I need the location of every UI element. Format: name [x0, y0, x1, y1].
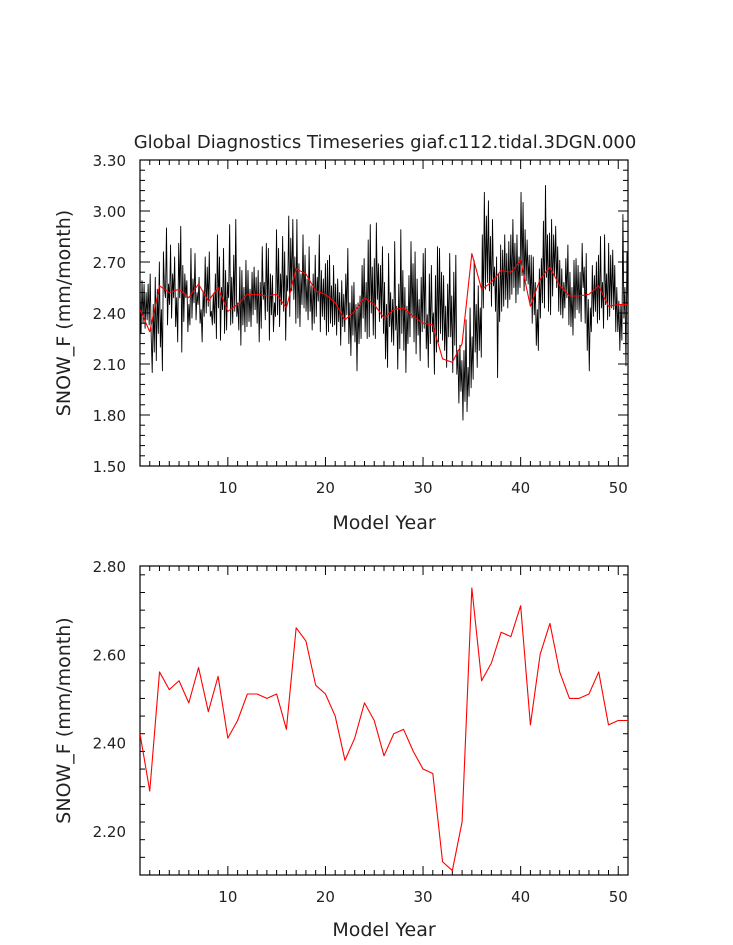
y-tick-label: 2.40 — [93, 735, 126, 753]
x-tick-label: 30 — [413, 888, 432, 906]
y-tick-label: 3.30 — [93, 152, 126, 170]
x-tick-label: 10 — [218, 479, 237, 497]
top-chart: 10 20 30 40 50 1.50 1.80 2.10 2.40 2.70 3.00 3.30 Mo… — [53, 152, 629, 534]
x-tick-label: 50 — [609, 479, 628, 497]
x-tick-label: 20 — [316, 479, 335, 497]
y-tick-label: 1.80 — [93, 407, 126, 425]
x-tick-label: 30 — [413, 479, 432, 497]
y-tick-label: 2.70 — [93, 254, 126, 272]
plot-frame — [139, 565, 629, 876]
series-line-annual-mean — [140, 587, 628, 872]
y-tick-label: 2.20 — [93, 823, 126, 841]
x-axis-label: Model Year — [332, 919, 436, 941]
y-tick-label: 3.00 — [93, 203, 126, 221]
y-axis-label: SNOW_F (mm/month) — [53, 210, 75, 416]
y-tick-label: 1.50 — [93, 458, 126, 476]
x-axis-label: Model Year — [332, 512, 436, 534]
x-tick-label: 20 — [316, 888, 335, 906]
series-line-annual-mean — [140, 252, 628, 363]
x-tick-label: 40 — [511, 888, 530, 906]
series-line-monthly — [140, 185, 628, 421]
chart-title: Global Diagnostics Timeseries giaf.c112.… — [134, 132, 637, 153]
x-tick-label: 50 — [609, 888, 628, 906]
x-tick-label: 40 — [511, 479, 530, 497]
bottom-chart: 10 20 30 40 50 2.20 2.40 2.60 2.80 Model Year SNOW… — [53, 558, 629, 941]
y-tick-label: 2.10 — [93, 356, 126, 374]
y-tick-label: 2.60 — [93, 646, 126, 664]
x-tick-label: 10 — [218, 888, 237, 906]
y-axis-label: SNOW_F (mm/month) — [53, 617, 75, 823]
y-tick-label: 2.80 — [93, 558, 126, 576]
y-tick-label: 2.40 — [93, 305, 126, 323]
